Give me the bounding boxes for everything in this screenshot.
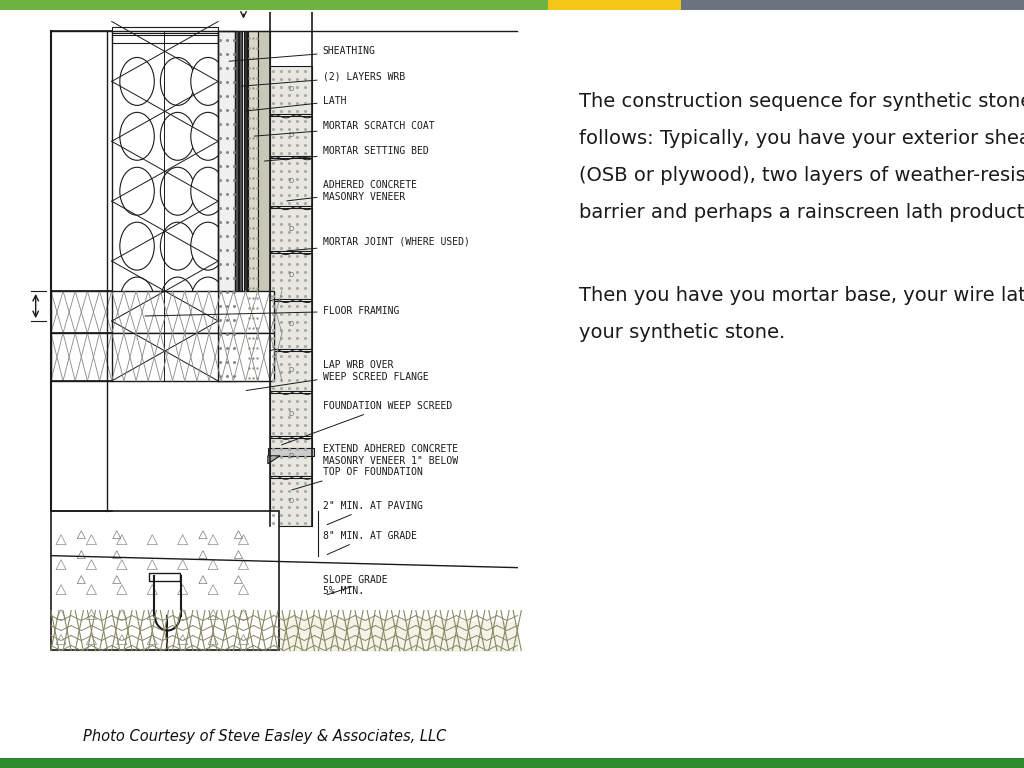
Polygon shape [268,456,280,464]
Text: EXTEND ADHERED CONCRETE
MASONRY VENEER 1" BELOW
TOP OF FOUNDATION: EXTEND ADHERED CONCRETE MASONRY VENEER 1… [292,444,458,490]
Text: follows: Typically, you have your exterior sheathing: follows: Typically, you have your exteri… [579,129,1024,148]
Bar [0,0,548,10]
Ellipse shape [190,277,225,325]
Bar [270,67,312,114]
Ellipse shape [120,277,155,325]
Ellipse shape [190,222,225,270]
Text: Photo Courtesy of Steve Easley & Associates, LLC: Photo Courtesy of Steve Easley & Associa… [83,729,446,743]
Text: The construction sequence for synthetic stone is as: The construction sequence for synthetic … [579,92,1024,111]
Ellipse shape [161,222,195,270]
Bar [270,116,312,157]
Bar [51,333,274,381]
Bar [248,31,258,381]
Ellipse shape [161,167,195,215]
Bar [270,393,312,436]
Ellipse shape [120,112,155,161]
Text: D: D [289,498,294,504]
Text: D: D [289,411,294,417]
Ellipse shape [161,58,195,105]
Text: barrier and perhaps a rainscreen lath product.: barrier and perhaps a rainscreen lath pr… [579,203,1024,222]
Text: 8" MIN. AT GRADE: 8" MIN. AT GRADE [323,531,417,554]
Bar [258,31,270,381]
Text: D: D [289,132,294,138]
Bar [270,478,312,526]
Text: LATH: LATH [246,96,346,111]
Bar [270,301,312,349]
Ellipse shape [120,58,155,105]
Bar [244,31,247,381]
Ellipse shape [190,167,225,215]
Ellipse shape [161,112,195,161]
Ellipse shape [120,332,155,380]
Text: 2" MIN. AT PAVING: 2" MIN. AT PAVING [323,501,423,525]
Bar [270,351,312,391]
Bar [548,0,681,10]
Bar [236,31,239,381]
Text: MORTAR SETTING BED: MORTAR SETTING BED [264,146,428,161]
Text: (2) LAYERS WRB: (2) LAYERS WRB [242,71,404,86]
Bar [270,208,312,251]
Text: D: D [289,272,294,278]
Text: D: D [289,178,294,184]
Ellipse shape [120,167,155,215]
Bar [112,35,218,44]
Text: MORTAR JOINT (WHERE USED): MORTAR JOINT (WHERE USED) [287,236,469,251]
Bar [218,31,236,381]
Ellipse shape [120,222,155,270]
Ellipse shape [161,277,195,325]
Bar [150,573,179,581]
Bar [0,758,1024,768]
Text: D: D [289,367,294,373]
Ellipse shape [190,332,225,380]
Text: (OSB or plywood), two layers of weather-resistive: (OSB or plywood), two layers of weather-… [579,166,1024,185]
Bar [112,28,218,34]
Ellipse shape [190,58,225,105]
Text: FOUNDATION WEEP SCREED: FOUNDATION WEEP SCREED [282,401,452,445]
Text: ADHERED CONCRETE
MASONRY VENEER: ADHERED CONCRETE MASONRY VENEER [287,180,417,202]
Bar [268,448,314,456]
Text: MORTAR SCRATCH COAT: MORTAR SCRATCH COAT [254,121,434,136]
Text: D: D [289,226,294,232]
Text: your synthetic stone.: your synthetic stone. [579,323,784,342]
Text: FLOOR FRAMING: FLOOR FRAMING [145,306,399,316]
Bar [270,253,312,299]
Bar [51,511,279,650]
Bar [51,291,274,333]
Text: D: D [289,453,294,458]
Bar [270,438,312,476]
Bar [270,158,312,207]
Text: Then you have you mortar base, your wire lath, and: Then you have you mortar base, your wire… [579,286,1024,305]
Ellipse shape [161,332,195,380]
Bar [240,31,243,381]
Text: D: D [289,86,294,92]
Text: D: D [289,321,294,327]
Text: SLOPE GRADE
5% MIN.: SLOPE GRADE 5% MIN. [323,574,387,597]
Text: LAP WRB OVER
WEEP SCREED FLANGE: LAP WRB OVER WEEP SCREED FLANGE [246,360,428,390]
Ellipse shape [190,112,225,161]
Text: SHEATHING: SHEATHING [229,46,376,61]
Bar [681,0,1024,10]
